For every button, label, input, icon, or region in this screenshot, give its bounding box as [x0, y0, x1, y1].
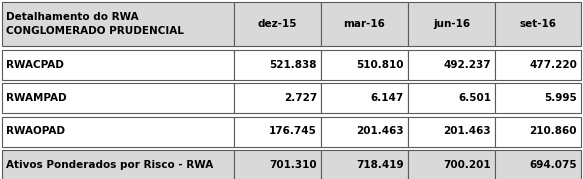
- Bar: [234, 2, 321, 46]
- Bar: [234, 150, 321, 179]
- Bar: [321, 150, 408, 179]
- Text: 210.860: 210.860: [529, 127, 577, 137]
- Text: 700.201: 700.201: [444, 160, 491, 170]
- Bar: [321, 2, 408, 46]
- Bar: [321, 117, 408, 146]
- Bar: [408, 150, 495, 179]
- Bar: [2, 50, 234, 79]
- Text: dez-15: dez-15: [258, 19, 297, 29]
- Bar: [2, 150, 234, 179]
- Bar: [234, 83, 321, 113]
- Text: 6.501: 6.501: [458, 93, 491, 103]
- Text: Detalhamento do RWA
CONGLOMERADO PRUDENCIAL: Detalhamento do RWA CONGLOMERADO PRUDENC…: [6, 12, 184, 36]
- Bar: [495, 2, 581, 46]
- Text: RWAMPAD: RWAMPAD: [6, 93, 66, 103]
- Text: 521.838: 521.838: [269, 59, 317, 69]
- Text: 201.463: 201.463: [356, 127, 404, 137]
- Text: mar-16: mar-16: [343, 19, 385, 29]
- Text: 718.419: 718.419: [356, 160, 404, 170]
- Text: Ativos Ponderados por Risco - RWA: Ativos Ponderados por Risco - RWA: [6, 160, 213, 170]
- Text: 477.220: 477.220: [529, 59, 577, 69]
- Text: jun-16: jun-16: [433, 19, 470, 29]
- Bar: [2, 117, 234, 146]
- Text: 510.810: 510.810: [356, 59, 404, 69]
- Bar: [408, 117, 495, 146]
- Text: 2.727: 2.727: [284, 93, 317, 103]
- Text: RWAOPAD: RWAOPAD: [6, 127, 65, 137]
- Bar: [495, 117, 581, 146]
- Bar: [2, 83, 234, 113]
- Text: 5.995: 5.995: [545, 93, 577, 103]
- Bar: [234, 117, 321, 146]
- Text: RWACPAD: RWACPAD: [6, 59, 64, 69]
- Bar: [408, 50, 495, 79]
- Text: 201.463: 201.463: [444, 127, 491, 137]
- Bar: [408, 2, 495, 46]
- Bar: [2, 2, 234, 46]
- Bar: [321, 83, 408, 113]
- Bar: [321, 50, 408, 79]
- Bar: [495, 50, 581, 79]
- Bar: [495, 83, 581, 113]
- Bar: [408, 83, 495, 113]
- Text: set-16: set-16: [519, 19, 557, 29]
- Bar: [495, 150, 581, 179]
- Text: 694.075: 694.075: [529, 160, 577, 170]
- Text: 492.237: 492.237: [444, 59, 491, 69]
- Text: 176.745: 176.745: [269, 127, 317, 137]
- Text: 6.147: 6.147: [371, 93, 404, 103]
- Bar: [234, 50, 321, 79]
- Text: 701.310: 701.310: [269, 160, 317, 170]
